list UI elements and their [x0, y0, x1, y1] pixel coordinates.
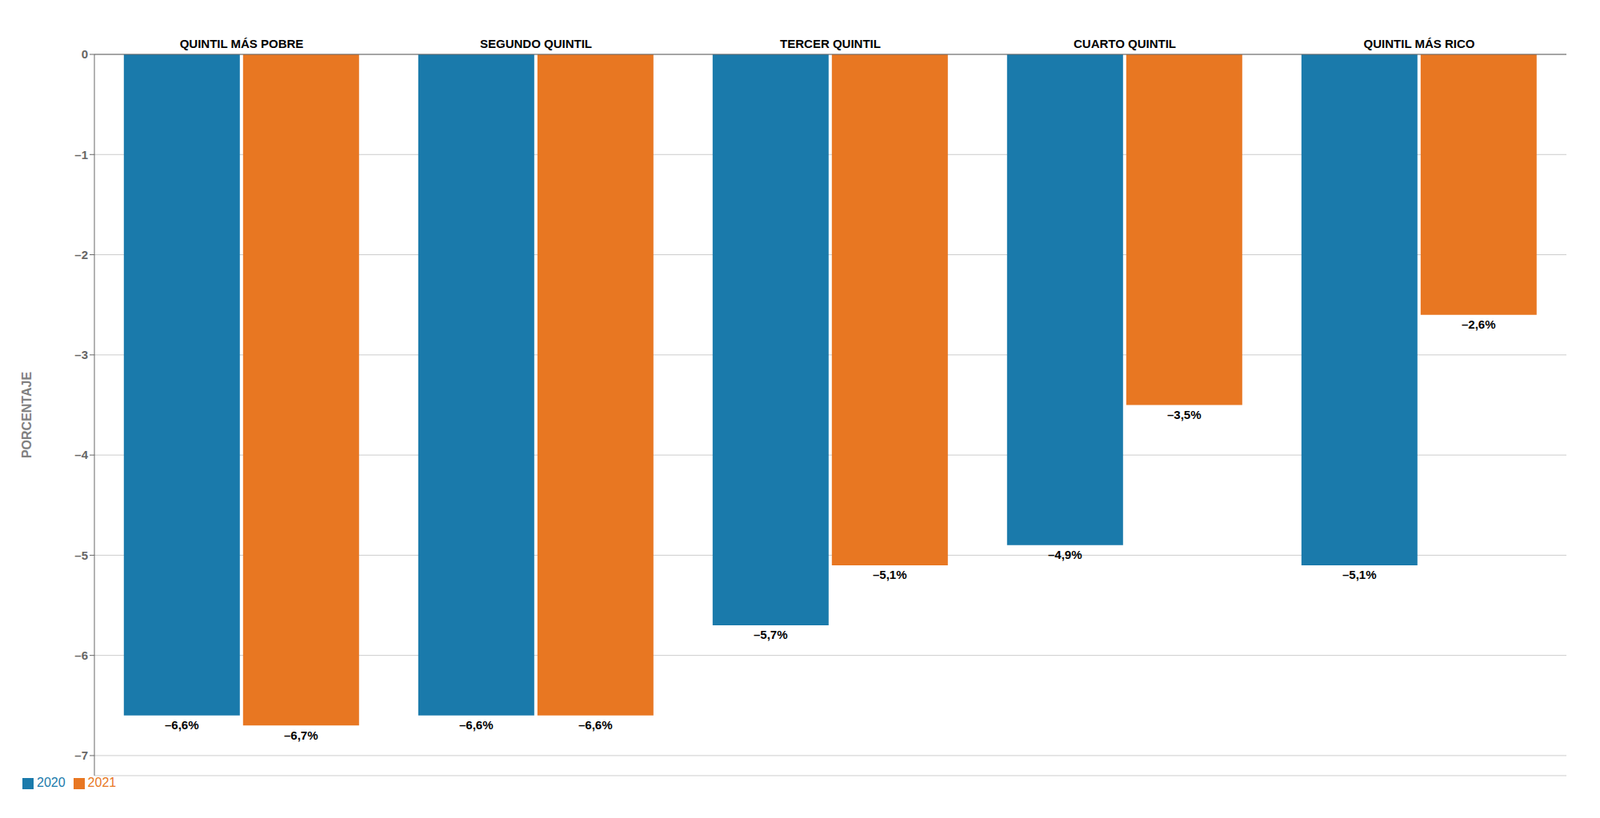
svg-text:–7: –7 [74, 748, 88, 763]
svg-text:QUINTIL MÁS POBRE: QUINTIL MÁS POBRE [180, 36, 304, 51]
svg-text:–5,1%: –5,1% [1342, 568, 1377, 582]
svg-text:SEGUNDO QUINTIL: SEGUNDO QUINTIL [480, 36, 592, 51]
svg-text:0: 0 [81, 47, 88, 61]
svg-text:–4: –4 [74, 448, 88, 462]
svg-text:–6,6%: –6,6% [578, 718, 613, 732]
html-text:2020: 2020 [36, 776, 66, 790]
svg-text:–2: –2 [74, 248, 88, 262]
svg-text:QUINTIL MÁS RICO: QUINTIL MÁS RICO [1364, 36, 1476, 51]
svg-text:CUARTO QUINTIL: CUARTO QUINTIL [1073, 36, 1176, 51]
svg-text:–3,5%: –3,5% [1167, 408, 1202, 422]
svg-text:–2,6%: –2,6% [1461, 317, 1496, 332]
svg-text:–5: –5 [74, 548, 88, 563]
svg-text:–5,7%: –5,7% [753, 628, 788, 642]
svg-text:TERCER QUINTIL: TERCER QUINTIL [780, 36, 881, 51]
svg-text:–6,6%: –6,6% [164, 718, 200, 732]
svg-text:–6: –6 [74, 648, 88, 663]
svg-text:–3: –3 [74, 348, 88, 362]
svg-text:–5,1%: –5,1% [872, 568, 908, 582]
svg-text:–1: –1 [74, 148, 88, 162]
svg-text:–6,6%: –6,6% [459, 718, 494, 732]
svg-text:–6,7%: –6,7% [284, 728, 319, 743]
svg-text:–4,9%: –4,9% [1048, 548, 1083, 562]
svg-text:PORCENTAJE: PORCENTAJE [20, 372, 34, 459]
html-text:2021: 2021 [87, 776, 117, 790]
